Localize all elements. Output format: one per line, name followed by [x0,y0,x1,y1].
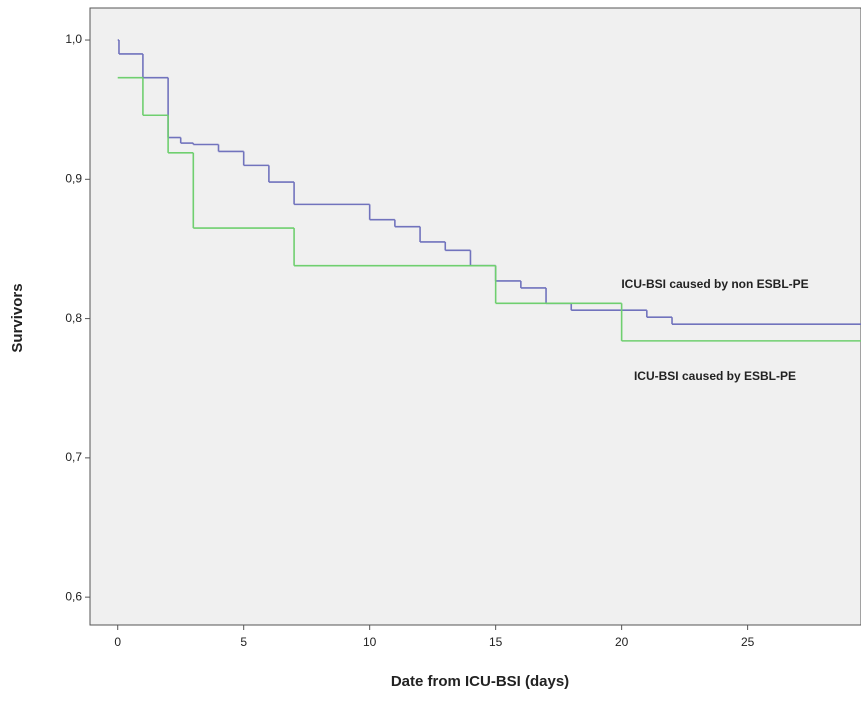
y-tick-label: 0,9 [65,171,82,185]
y-tick-label: 0,6 [65,589,82,603]
y-tick-label: 0,8 [65,311,82,325]
y-tick-label: 0,7 [65,450,82,464]
y-tick-label: 1,0 [65,32,82,46]
x-tick-label: 0 [114,635,121,649]
x-tick-label: 25 [741,635,755,649]
x-tick-label: 20 [615,635,629,649]
x-tick-label: 15 [489,635,503,649]
plot-area [89,7,861,626]
x-tick-label: 10 [363,635,377,649]
series-label: ICU-BSI caused by non ESBL-PE [621,277,808,291]
x-axis-title: Date from ICU-BSI (days) [391,673,569,690]
series-label: ICU-BSI caused by ESBL-PE [634,369,796,383]
x-tick-label: 5 [240,635,247,649]
y-axis-title: Survivors [9,283,26,352]
